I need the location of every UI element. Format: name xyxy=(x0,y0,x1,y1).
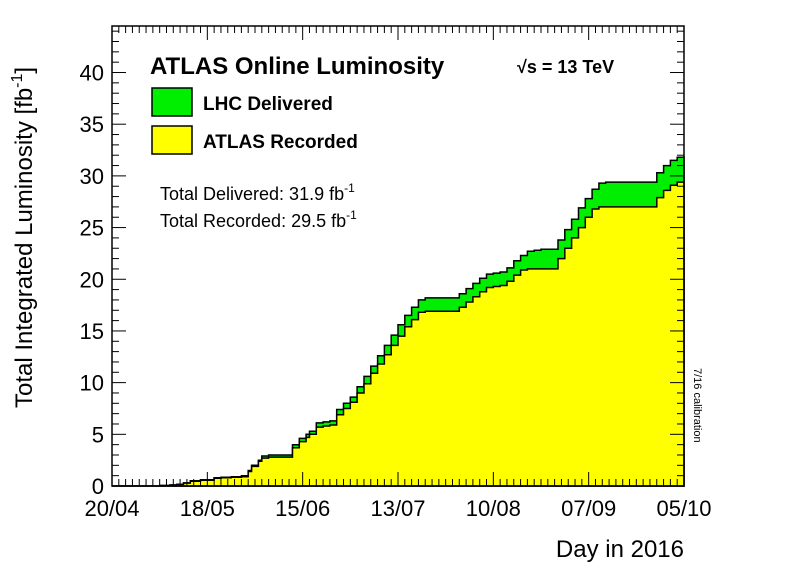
total-delivered-text: Total Delivered: 31.9 fb xyxy=(160,184,344,204)
x-tick-label: 13/07 xyxy=(370,496,425,521)
y-tick-labels: 0 5 10 15 20 25 30 35 40 xyxy=(80,61,104,499)
legend-label-delivered: LHC Delivered xyxy=(203,94,333,115)
energy-label: √s = 13 TeV xyxy=(517,57,614,77)
y-axis-title: Total Integrated Luminosity [fb-1] xyxy=(9,67,38,408)
legend-swatch-delivered xyxy=(151,87,193,117)
y-tick-label: 0 xyxy=(92,474,104,499)
x-tick-label: 10/08 xyxy=(466,496,521,521)
x-tick-label: 15/06 xyxy=(275,496,330,521)
y-axis-title-close: ] xyxy=(11,67,38,74)
calibration-note: 7/16 calibration xyxy=(691,368,703,443)
y-tick-label: 5 xyxy=(92,422,104,447)
total-recorded: Total Recorded: 29.5 fb-1 xyxy=(160,208,357,231)
legend-swatch-recorded xyxy=(151,125,193,155)
x-axis-title: Day in 2016 xyxy=(556,536,684,563)
legend-label-recorded: ATLAS Recorded xyxy=(203,132,358,153)
y-axis-title-sup: -1 xyxy=(9,73,26,87)
total-delivered: Total Delivered: 31.9 fb-1 xyxy=(160,181,355,204)
chart-title: ATLAS Online Luminosity xyxy=(150,53,445,80)
x-tick-label: 18/05 xyxy=(180,496,235,521)
total-recorded-text: Total Recorded: 29.5 fb xyxy=(160,211,346,231)
y-tick-label: 35 xyxy=(80,112,104,137)
y-tick-label: 40 xyxy=(80,61,104,86)
x-tick-labels: 20/04 18/05 15/06 13/07 10/08 07/09 05/10 xyxy=(84,496,711,521)
legend: LHC Delivered ATLAS Recorded xyxy=(151,87,358,155)
y-tick-label: 15 xyxy=(80,319,104,344)
x-tick-label: 20/04 xyxy=(84,496,139,521)
x-tick-label: 05/10 xyxy=(656,496,711,521)
axis-ticks xyxy=(111,26,685,487)
plot-frame xyxy=(111,25,685,487)
y-axis-title-main: Total Integrated Luminosity [fb xyxy=(11,88,38,408)
x-tick-label: 07/09 xyxy=(561,496,616,521)
y-tick-label: 20 xyxy=(80,267,104,292)
y-tick-label: 25 xyxy=(80,216,104,241)
y-tick-label: 30 xyxy=(80,164,104,189)
total-recorded-sup: -1 xyxy=(346,208,357,222)
y-tick-label: 10 xyxy=(80,371,104,396)
series-atlas-recorded-area xyxy=(112,181,685,487)
total-delivered-sup: -1 xyxy=(344,181,355,195)
